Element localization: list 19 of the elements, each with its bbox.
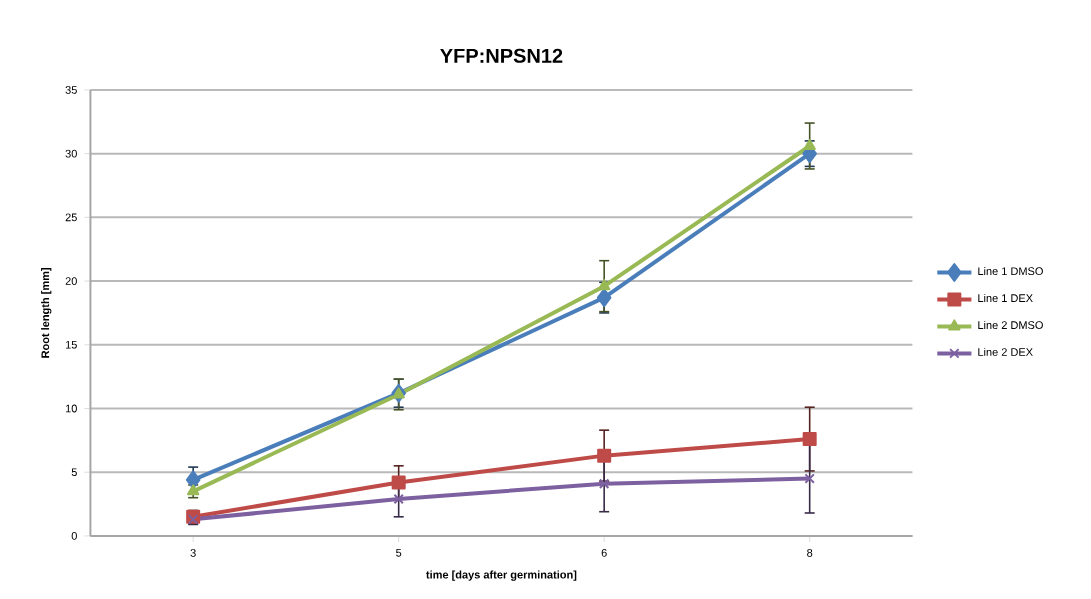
legend-label: Line 2 DEX: [978, 347, 1033, 356]
x-tick-label: 3: [190, 548, 196, 557]
legend-label: Line 1 DEX: [978, 293, 1033, 303]
chart-title: YFP:NPSN12: [440, 48, 563, 63]
y-tick-label: 15: [65, 340, 77, 349]
y-tick-label: 0: [71, 532, 77, 540]
x-tick-label: 6: [601, 548, 607, 557]
y-axis-title: Root length [mm]: [41, 268, 52, 358]
x-tick-label: 5: [396, 549, 402, 557]
y-tick-label: 35: [65, 86, 77, 94]
legend-label: Line 1 DMSO: [978, 266, 1043, 276]
y-tick-label: 25: [65, 213, 77, 222]
y-tick-label: 10: [65, 404, 77, 413]
x-axis-title: time [days after germination]: [426, 570, 577, 581]
y-tick-label: 20: [65, 277, 77, 285]
x-tick-label: 8: [807, 548, 813, 557]
legend-label: Line 2 DMSO: [978, 320, 1043, 329]
y-tick-label: 5: [71, 468, 77, 477]
y-tick-label: 30: [65, 149, 77, 158]
